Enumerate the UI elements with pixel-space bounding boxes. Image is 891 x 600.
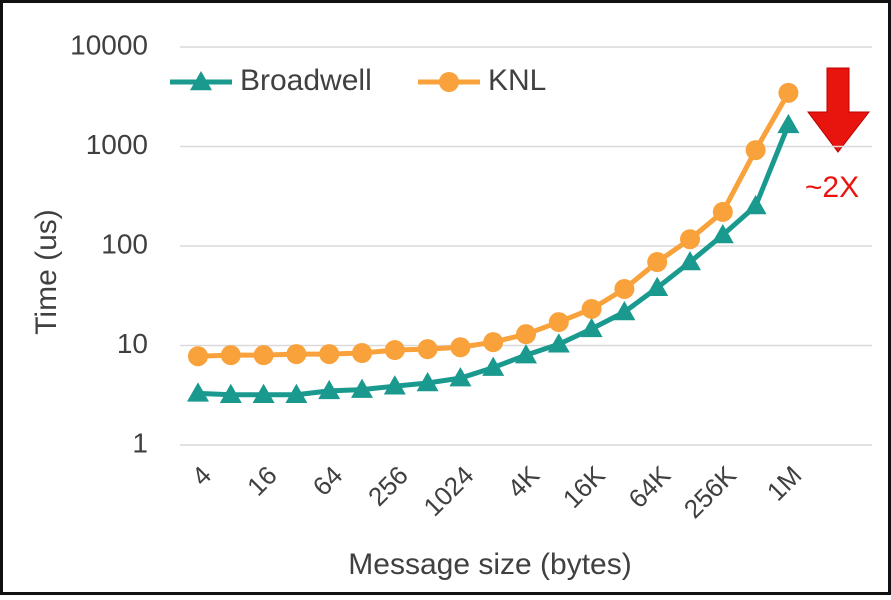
marker <box>482 356 505 376</box>
marker <box>318 379 341 400</box>
marker <box>285 383 308 403</box>
marker <box>219 383 242 403</box>
legend-label: KNL <box>488 64 546 97</box>
x-axis-label: Message size (bytes) <box>348 548 631 581</box>
marker <box>286 344 307 365</box>
marker <box>515 344 537 364</box>
marker <box>516 324 536 345</box>
y-tick-label: 1 <box>132 427 148 458</box>
marker <box>548 312 569 333</box>
marker <box>253 345 274 366</box>
marker <box>646 276 669 297</box>
marker <box>383 375 406 395</box>
marker <box>744 195 767 215</box>
marker <box>613 301 636 321</box>
marker <box>319 344 340 365</box>
marker <box>384 340 405 361</box>
marker <box>711 223 734 244</box>
marker <box>352 343 372 364</box>
y-tick-label: 1000 <box>86 129 148 160</box>
marker <box>547 333 570 353</box>
marker <box>580 317 603 338</box>
marker <box>712 201 733 222</box>
marker <box>680 229 700 250</box>
y-tick-label: 10 <box>117 328 148 359</box>
marker <box>745 140 766 161</box>
marker <box>439 72 459 92</box>
marker <box>188 346 208 367</box>
marker <box>252 383 275 403</box>
marker <box>581 298 602 319</box>
marker <box>416 371 439 392</box>
marker <box>778 82 799 103</box>
annotation: ~2X <box>805 171 859 204</box>
marker <box>483 332 504 353</box>
arrow-icon <box>807 67 871 153</box>
marker <box>417 339 438 360</box>
marker <box>450 337 471 358</box>
marker <box>190 71 212 91</box>
y-axis-label: Time (us) <box>30 209 63 335</box>
marker <box>351 378 373 398</box>
marker <box>187 382 209 402</box>
legend-label: Broadwell <box>240 64 372 97</box>
y-tick-label: 10000 <box>70 29 148 60</box>
marker <box>449 367 472 387</box>
marker <box>679 251 701 271</box>
marker <box>614 278 635 299</box>
y-tick-label: 100 <box>101 228 148 259</box>
marker <box>647 252 668 273</box>
marker <box>777 113 800 134</box>
marker <box>220 345 241 366</box>
